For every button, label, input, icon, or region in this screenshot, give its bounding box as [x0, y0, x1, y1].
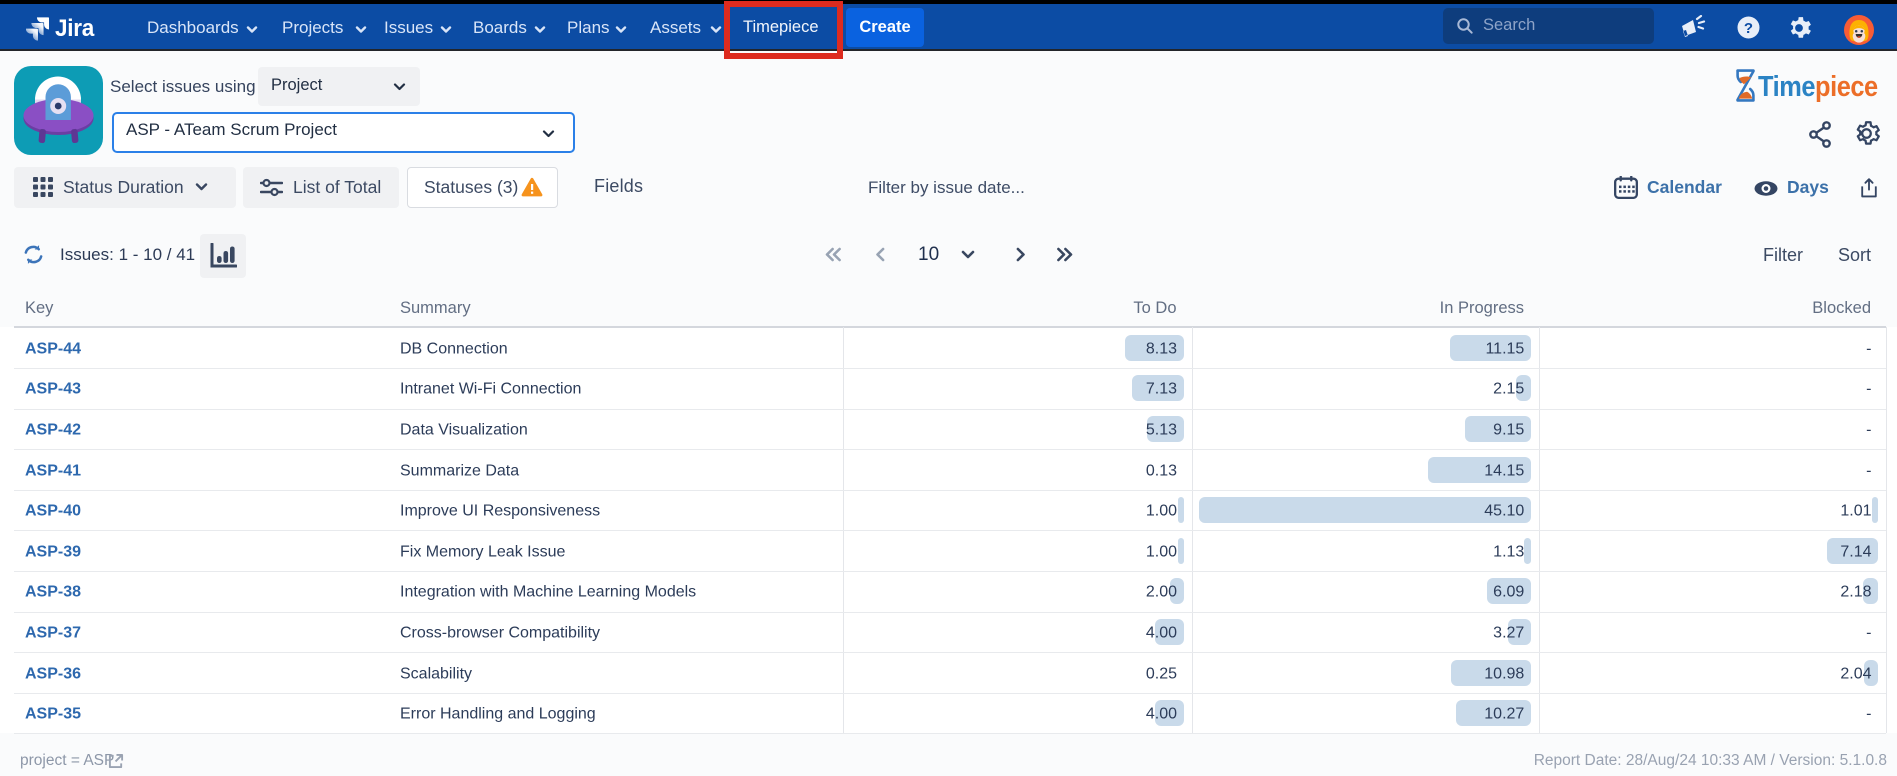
svg-text:?: ?	[1744, 20, 1753, 37]
